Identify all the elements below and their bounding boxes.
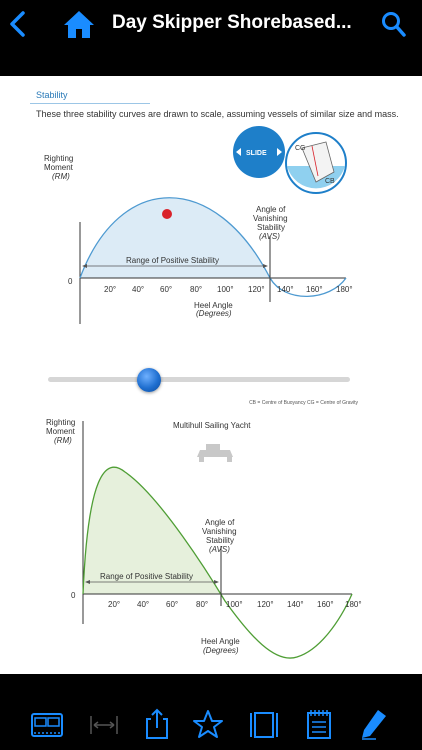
slide-button[interactable]: SLIDE xyxy=(233,126,285,178)
top-x-tick: 120° xyxy=(248,285,265,294)
bottom-x-tick: 180° xyxy=(345,600,362,609)
share-icon[interactable] xyxy=(140,708,174,740)
top-curve xyxy=(79,197,347,297)
bottom-x-tick: 20° xyxy=(108,600,120,609)
bottom-x-tick: 60° xyxy=(166,600,178,609)
nav-bar: Day Skipper Shorebased... xyxy=(0,0,422,76)
top-y-label-2: Moment xyxy=(44,163,74,172)
catamaran-icon xyxy=(197,444,233,462)
double-arrow-icon xyxy=(236,148,282,156)
top-x-tick: 140° xyxy=(277,285,294,294)
search-icon[interactable] xyxy=(381,10,407,38)
notes-icon[interactable] xyxy=(302,708,336,740)
top-x-tick: 20° xyxy=(104,285,116,294)
bottom-zero-label: 0 xyxy=(71,591,76,600)
bottom-x-label: Heel Angle xyxy=(201,637,240,646)
bottom-chart: Righting Moment (RM) 0 Multihull Sailing… xyxy=(46,418,362,659)
cg-label: CG xyxy=(295,145,306,152)
top-range-arrowhead-left xyxy=(82,264,87,268)
page-view-icon[interactable] xyxy=(247,708,281,740)
top-x-tick: 100° xyxy=(217,285,234,294)
top-chart: Righting Moment (RM) 0 20° 40° 60° 80° 1… xyxy=(44,154,353,324)
slider-track[interactable] xyxy=(48,377,350,382)
bottom-avs-abbr: (AVS) xyxy=(209,545,230,554)
bottom-range-label: Range of Positive Stability xyxy=(100,572,193,581)
top-y-label: Righting xyxy=(44,154,73,163)
slide-label: SLIDE xyxy=(246,150,267,157)
top-x-tick: 180° xyxy=(336,285,353,294)
top-max-marker xyxy=(162,209,172,219)
bottom-avs-label: Stability xyxy=(206,536,234,545)
thumbnails-icon[interactable] xyxy=(30,708,64,740)
top-x-label: Heel Angle xyxy=(194,301,233,310)
bottom-positive-area xyxy=(83,467,221,594)
bottom-y-label-2: Moment xyxy=(46,427,76,436)
bottom-range-arrowhead-right xyxy=(214,580,219,584)
bottom-x-unit: (Degrees) xyxy=(203,646,239,655)
bottom-curve xyxy=(82,466,353,659)
hull-section-illustration: CG CB xyxy=(285,132,347,194)
top-zero-label: 0 xyxy=(68,277,73,286)
bottom-x-tick: 40° xyxy=(137,600,149,609)
heel-slider[interactable] xyxy=(48,368,350,392)
top-avs-abbr: (AVS) xyxy=(259,232,280,241)
top-x-tick: 40° xyxy=(132,285,144,294)
legend-note: CB = Centre of Buoyancy CG = Centre of G… xyxy=(249,400,358,406)
bottom-y-label: Righting xyxy=(46,418,75,427)
top-range-label: Range of Positive Stability xyxy=(126,256,219,265)
page-content: Stability These three stability curves a… xyxy=(0,76,422,674)
top-x-tick: 80° xyxy=(190,285,202,294)
bottom-x-tick: 120° xyxy=(257,600,274,609)
bottom-avs-label: Angle of xyxy=(205,518,235,527)
section-title: Stability xyxy=(36,90,68,100)
top-x-unit: (Degrees) xyxy=(196,309,232,318)
slider-thumb[interactable] xyxy=(136,368,161,392)
top-avs-label: Angle of xyxy=(256,205,286,214)
bottom-x-tick: 140° xyxy=(287,600,304,609)
top-avs-label: Vanishing xyxy=(253,214,288,223)
annotate-pen-icon[interactable] xyxy=(356,708,390,740)
stability-diagrams: Righting Moment (RM) 0 20° 40° 60° 80° 1… xyxy=(44,126,362,659)
bottom-toolbar xyxy=(0,674,422,750)
bottom-x-tick: 100° xyxy=(226,600,243,609)
top-x-tick: 160° xyxy=(306,285,323,294)
top-avs-label: Stability xyxy=(257,223,285,232)
bottom-y-unit: (RM) xyxy=(54,436,72,445)
bottom-x-tick: 80° xyxy=(196,600,208,609)
top-range-arrowhead-right xyxy=(263,264,268,268)
bookmark-star-icon[interactable] xyxy=(191,708,225,740)
intro-text: These three stability curves are drawn t… xyxy=(36,109,399,119)
fit-width-icon[interactable] xyxy=(87,708,121,740)
top-y-unit: (RM) xyxy=(52,172,70,181)
chevron-left-icon[interactable] xyxy=(6,10,30,38)
bottom-avs-label: Vanishing xyxy=(202,527,237,536)
bottom-x-tick: 160° xyxy=(317,600,334,609)
section-divider xyxy=(30,103,150,104)
home-icon[interactable] xyxy=(63,9,95,39)
cb-label: CB xyxy=(325,178,335,185)
bottom-range-arrowhead-left xyxy=(85,580,90,584)
vessel-label: Multihull Sailing Yacht xyxy=(173,421,251,430)
page-title: Day Skipper Shorebased... xyxy=(112,12,352,33)
top-x-tick: 60° xyxy=(160,285,172,294)
